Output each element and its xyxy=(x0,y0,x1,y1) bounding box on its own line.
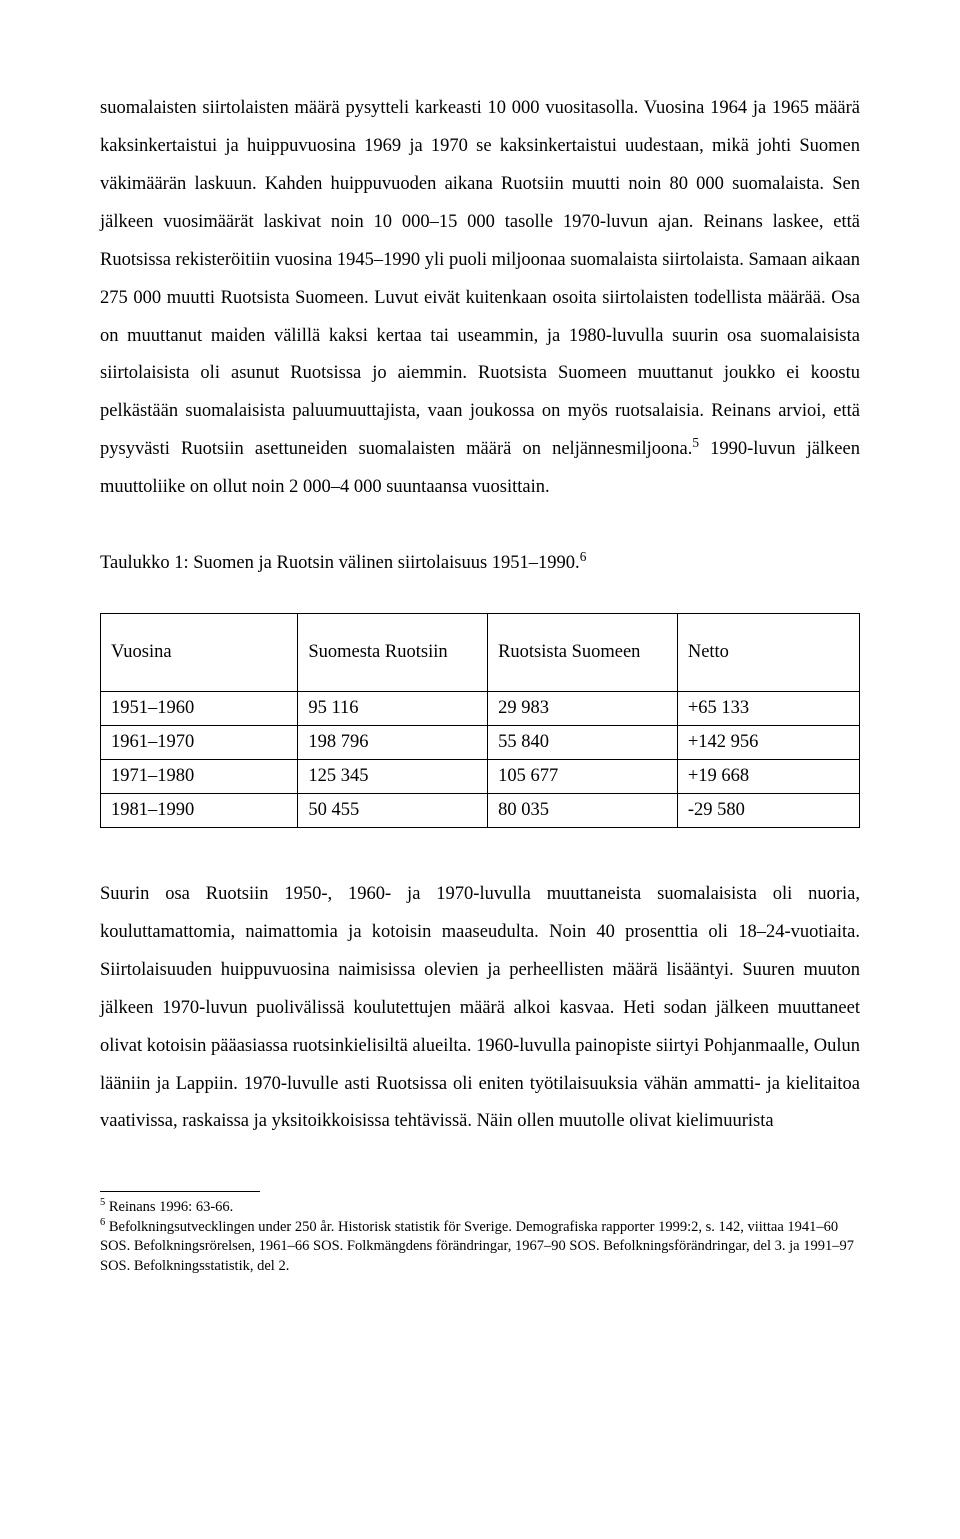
table-cell: 95 116 xyxy=(298,692,488,726)
table-cell: 1981–1990 xyxy=(101,793,298,827)
table-cell: +142 956 xyxy=(677,726,859,760)
footnote-num: 5 xyxy=(100,1198,105,1209)
table-row: 1971–1980 125 345 105 677 +19 668 xyxy=(101,759,860,793)
body-paragraph-1: suomalaisten siirtolaisten määrä pysytte… xyxy=(100,90,860,507)
table-row: 1981–1990 50 455 80 035 -29 580 xyxy=(101,793,860,827)
table-cell: +65 133 xyxy=(677,692,859,726)
table-cell: 1971–1980 xyxy=(101,759,298,793)
table-header: Netto xyxy=(677,614,859,692)
table-cell: 80 035 xyxy=(488,793,678,827)
table-cell: -29 580 xyxy=(677,793,859,827)
spacer xyxy=(100,507,860,545)
table-cell: 105 677 xyxy=(488,759,678,793)
table-cell: 50 455 xyxy=(298,793,488,827)
footnote-separator xyxy=(100,1191,260,1192)
table-header: Suomesta Ruotsiin xyxy=(298,614,488,692)
footnote-6: 6 Befolkningsutvecklingen under 250 år. … xyxy=(100,1218,860,1277)
table-header-row: Vuosina Suomesta Ruotsiin Ruotsista Suom… xyxy=(101,614,860,692)
table-header: Vuosina xyxy=(101,614,298,692)
footnotes: 5 Reinans 1996: 63-66. 6 Befolkningsutve… xyxy=(100,1198,860,1276)
table-title-text: Taulukko 1: Suomen ja Ruotsin välinen si… xyxy=(100,553,580,573)
table-cell: 29 983 xyxy=(488,692,678,726)
table-cell: +19 668 xyxy=(677,759,859,793)
footnote-text: Reinans 1996: 63-66. xyxy=(109,1199,233,1215)
table-cell: 1961–1970 xyxy=(101,726,298,760)
para1-text-a: suomalaisten siirtolaisten määrä pysytte… xyxy=(100,98,860,459)
table-row: 1961–1970 198 796 55 840 +142 956 xyxy=(101,726,860,760)
footnote-num: 6 xyxy=(100,1217,105,1228)
spacer xyxy=(100,838,860,876)
table-title: Taulukko 1: Suomen ja Ruotsin välinen si… xyxy=(100,545,860,583)
body-paragraph-2: Suurin osa Ruotsiin 1950-, 1960- ja 1970… xyxy=(100,876,860,1141)
table-cell: 1951–1960 xyxy=(101,692,298,726)
table-row: 1951–1960 95 116 29 983 +65 133 xyxy=(101,692,860,726)
footnote-marker-6: 6 xyxy=(580,549,587,564)
table-cell: 125 345 xyxy=(298,759,488,793)
footnote-text: Befolkningsutvecklingen under 250 år. Hi… xyxy=(100,1219,854,1274)
migration-table: Vuosina Suomesta Ruotsiin Ruotsista Suom… xyxy=(100,613,860,828)
table-cell: 198 796 xyxy=(298,726,488,760)
footnote-5: 5 Reinans 1996: 63-66. xyxy=(100,1198,860,1218)
table-header: Ruotsista Suomeen xyxy=(488,614,678,692)
table-cell: 55 840 xyxy=(488,726,678,760)
